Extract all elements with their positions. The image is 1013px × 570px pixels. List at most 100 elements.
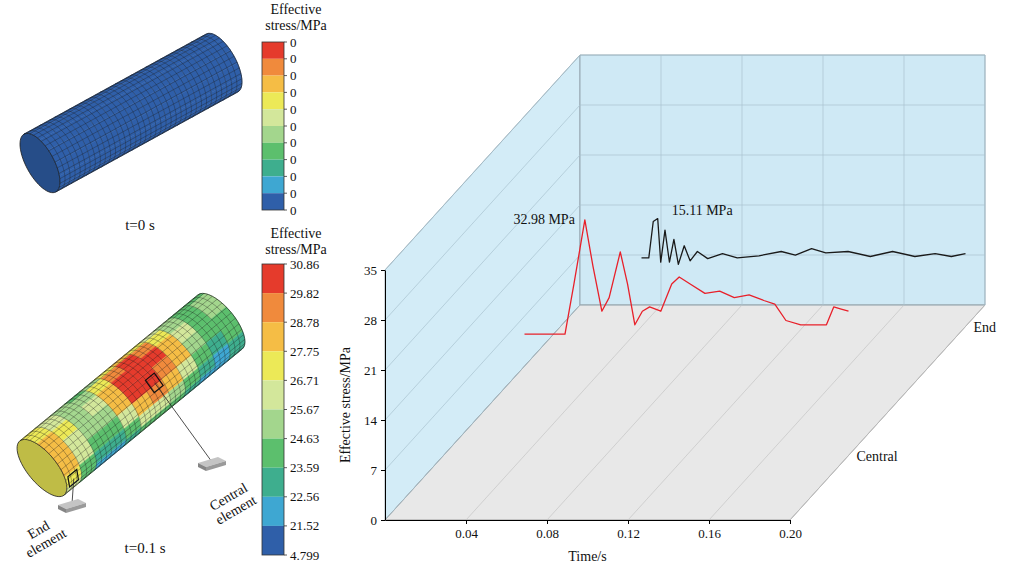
mesh-line <box>45 46 227 146</box>
axis-line <box>386 520 791 521</box>
grid-line <box>385 155 580 370</box>
grid-line <box>385 55 580 270</box>
mesh-line <box>130 75 166 134</box>
mesh-line <box>54 411 101 467</box>
mesh-line <box>119 358 166 414</box>
mesh-line <box>45 419 92 475</box>
colorbar-band <box>262 264 284 293</box>
colorbar-tick <box>284 58 287 59</box>
colorbar-tick-label: 22.56 <box>290 489 320 504</box>
mesh-line <box>124 354 171 410</box>
figure: 00000000000Effectivestress/MPat=0 s30.86… <box>0 0 1013 570</box>
grid-line <box>790 305 985 520</box>
mesh-line <box>57 68 239 168</box>
mesh-line <box>70 108 106 167</box>
x-tick: 0.16 <box>698 520 721 541</box>
tick-label: 0.20 <box>779 526 802 541</box>
text-line: stress/MPa <box>265 242 327 257</box>
x-axis-title: Time/s <box>568 549 606 564</box>
mesh-line <box>74 395 121 451</box>
mesh-line <box>67 343 245 489</box>
mesh-line <box>145 67 181 126</box>
colorbar-tick-label: 30.86 <box>290 257 320 272</box>
tick-mark <box>709 520 710 524</box>
colorbar-tick-label: 0 <box>290 51 297 66</box>
mesh-line <box>148 334 195 390</box>
x-tick: 0.08 <box>536 520 559 541</box>
colorbar-tick-label: 23.59 <box>290 460 319 475</box>
text-line: Effective <box>270 226 321 241</box>
mesh-line <box>196 39 232 98</box>
plot-area <box>525 219 966 335</box>
colorbar-tick-label: 26.71 <box>290 373 319 388</box>
mesh-line <box>64 403 111 459</box>
colorbar-tick <box>284 409 287 410</box>
colorbar-tick-label: 4.799 <box>290 548 319 563</box>
series-label: End <box>974 320 997 335</box>
y-tick: 7 <box>371 463 386 478</box>
mesh-line <box>191 42 227 101</box>
colorbar-band <box>262 410 284 439</box>
mesh-line <box>100 92 136 151</box>
mesh <box>20 293 245 495</box>
colorbar-tick-label: 29.82 <box>290 286 319 301</box>
colorbar-tick <box>284 293 287 294</box>
mesh-line <box>183 306 230 362</box>
tick-mark <box>381 470 385 471</box>
tick-label: 35 <box>364 263 377 278</box>
colorbar-band <box>262 526 284 555</box>
grid-line <box>823 55 824 305</box>
mesh-line <box>89 383 136 439</box>
mesh-line <box>206 33 242 92</box>
mesh-line <box>99 374 146 430</box>
mesh-line <box>49 120 85 179</box>
mesh-line <box>79 391 126 447</box>
tick-label: 7 <box>371 463 378 478</box>
mesh-line <box>188 301 235 357</box>
mesh-line <box>20 295 198 441</box>
colorbar-tick-label: 24.63 <box>290 431 319 446</box>
leader-line <box>155 383 212 462</box>
mesh-line <box>109 366 156 422</box>
x-axis: 0.040.080.120.160.20 <box>386 520 802 541</box>
colorbar-tick <box>284 159 287 160</box>
cells <box>20 293 245 495</box>
text-line: Effective <box>270 2 321 17</box>
mesh-line <box>66 347 244 493</box>
colorbar-frame <box>262 42 284 210</box>
colorbar-band <box>262 143 284 160</box>
panel-caption: t=0 s <box>125 217 155 233</box>
annotation: 32.98 MPa <box>513 212 575 227</box>
mesh-line <box>176 50 212 109</box>
mesh <box>24 33 242 192</box>
colorbar-tick <box>284 555 287 556</box>
mesh-line <box>115 83 151 142</box>
colorbar-tick <box>284 142 287 143</box>
mesh-line <box>140 70 176 129</box>
colorbar-tick-label: 0 <box>290 68 297 83</box>
contour-panel: 30.8629.8228.7827.7526.7125.6724.6323.59… <box>16 226 328 563</box>
mesh-line <box>41 41 223 141</box>
series-line <box>642 219 966 265</box>
mesh-line <box>85 100 121 159</box>
y-tick: 35 <box>364 263 385 278</box>
colorbar-tick-label: 21.52 <box>290 518 319 533</box>
mesh-line <box>40 423 87 479</box>
colorbar-band <box>262 76 284 93</box>
mesh-line <box>104 370 151 426</box>
tick-mark <box>547 520 548 524</box>
colorbar-tick <box>284 322 287 323</box>
element-label: Endelement <box>16 512 69 560</box>
annotation: 15.11 MPa <box>672 203 734 218</box>
line-chart: 07142128350.040.080.120.160.20Effective … <box>338 55 996 564</box>
colorbar-tick <box>284 380 287 381</box>
mesh-line <box>181 47 217 106</box>
y-tick: 14 <box>364 413 385 428</box>
mesh-line <box>143 338 190 394</box>
icon-face <box>66 503 86 513</box>
colorbar-tick-label: 0 <box>290 85 297 100</box>
mesh-line <box>60 83 242 183</box>
mesh-line <box>34 296 212 442</box>
text-line: stress/MPa <box>265 18 327 33</box>
mesh-line <box>67 339 245 485</box>
